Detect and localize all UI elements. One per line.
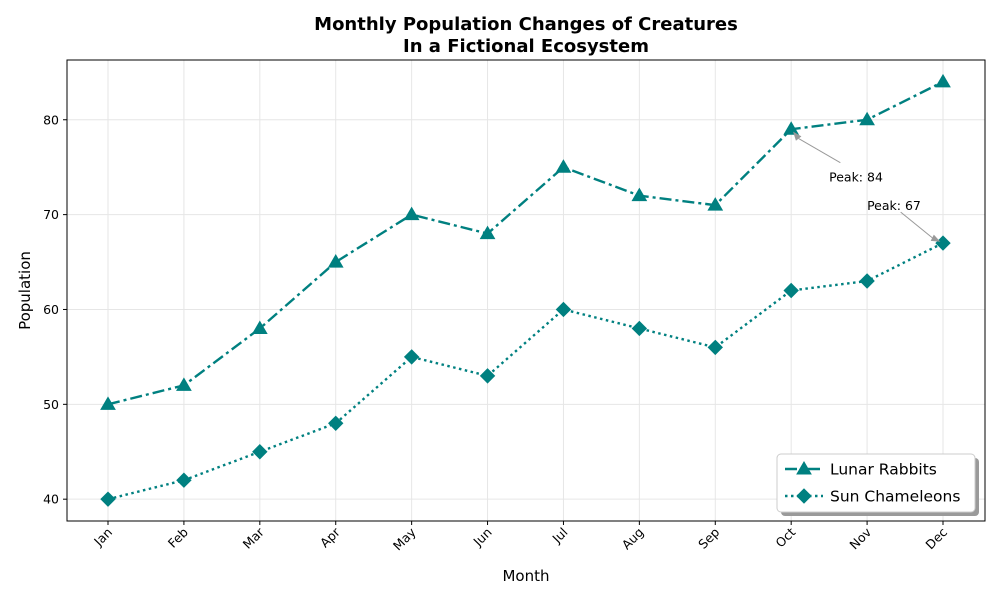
y-tick-label: 70 bbox=[43, 207, 59, 222]
series-line bbox=[107, 80, 944, 406]
legend-items: Lunar Rabbits Sun Chameleons bbox=[785, 461, 960, 506]
legend-marker bbox=[796, 461, 812, 475]
annotation-arrow-head bbox=[930, 234, 941, 242]
annotation-arrow-head bbox=[793, 131, 802, 141]
series-0 bbox=[100, 73, 951, 410]
data-point bbox=[176, 377, 192, 391]
data-point bbox=[631, 320, 648, 337]
y-tick-label: 40 bbox=[43, 492, 59, 507]
y-tick-label: 60 bbox=[43, 302, 59, 317]
data-point bbox=[783, 121, 800, 135]
data-point bbox=[859, 273, 875, 289]
y-axis-ticks: 40 50 60 70 80 bbox=[43, 112, 67, 507]
series-1 bbox=[100, 235, 951, 507]
annotation: Peak: 84 bbox=[793, 131, 883, 185]
annotation-arrow-line bbox=[798, 138, 841, 164]
legend-marker bbox=[796, 488, 812, 504]
chart-title-line1: Monthly Population Changes of Creatures bbox=[314, 14, 738, 35]
data-point bbox=[555, 159, 572, 173]
plot-area-frame bbox=[66, 59, 986, 522]
y-tick-label: 50 bbox=[43, 397, 59, 412]
data-point bbox=[327, 254, 344, 268]
data-point bbox=[176, 472, 192, 488]
data-point bbox=[252, 444, 268, 460]
chart-title-line2: In a Fictional Ecosystem bbox=[403, 36, 649, 57]
legend-label: Sun Chameleons bbox=[830, 488, 960, 506]
annotation-text: Peak: 84 bbox=[829, 170, 883, 185]
data-point bbox=[328, 415, 344, 432]
data-point bbox=[100, 491, 116, 507]
y-tick-label: 80 bbox=[43, 112, 59, 127]
data-point bbox=[783, 282, 799, 299]
legend: Lunar Rabbits Sun Chameleons bbox=[776, 453, 979, 516]
annotation: Peak: 67 bbox=[867, 198, 941, 242]
data-point bbox=[479, 225, 496, 240]
data-point bbox=[100, 396, 116, 410]
data-point bbox=[935, 73, 951, 88]
data-point bbox=[403, 349, 420, 365]
legend-label: Lunar Rabbits bbox=[830, 461, 937, 479]
x-axis-label: Month bbox=[502, 567, 549, 585]
series-line bbox=[107, 241, 944, 501]
legend-item-0: Lunar Rabbits bbox=[785, 461, 937, 479]
annotation-text: Peak: 67 bbox=[867, 198, 921, 213]
data-point bbox=[859, 111, 875, 126]
data-point bbox=[555, 301, 572, 318]
data-point bbox=[403, 206, 420, 221]
legend-box bbox=[776, 453, 976, 513]
series-layer bbox=[100, 73, 951, 507]
annotation-arrow-line bbox=[900, 211, 933, 239]
legend-item-1: Sun Chameleons bbox=[785, 488, 960, 506]
y-axis-label: Population bbox=[16, 251, 34, 330]
data-point bbox=[707, 339, 723, 356]
data-point bbox=[479, 368, 496, 384]
data-point bbox=[631, 187, 648, 202]
annotations: Peak: 84 Peak: 67 bbox=[793, 131, 941, 242]
data-point bbox=[707, 197, 724, 211]
data-point bbox=[251, 320, 268, 334]
